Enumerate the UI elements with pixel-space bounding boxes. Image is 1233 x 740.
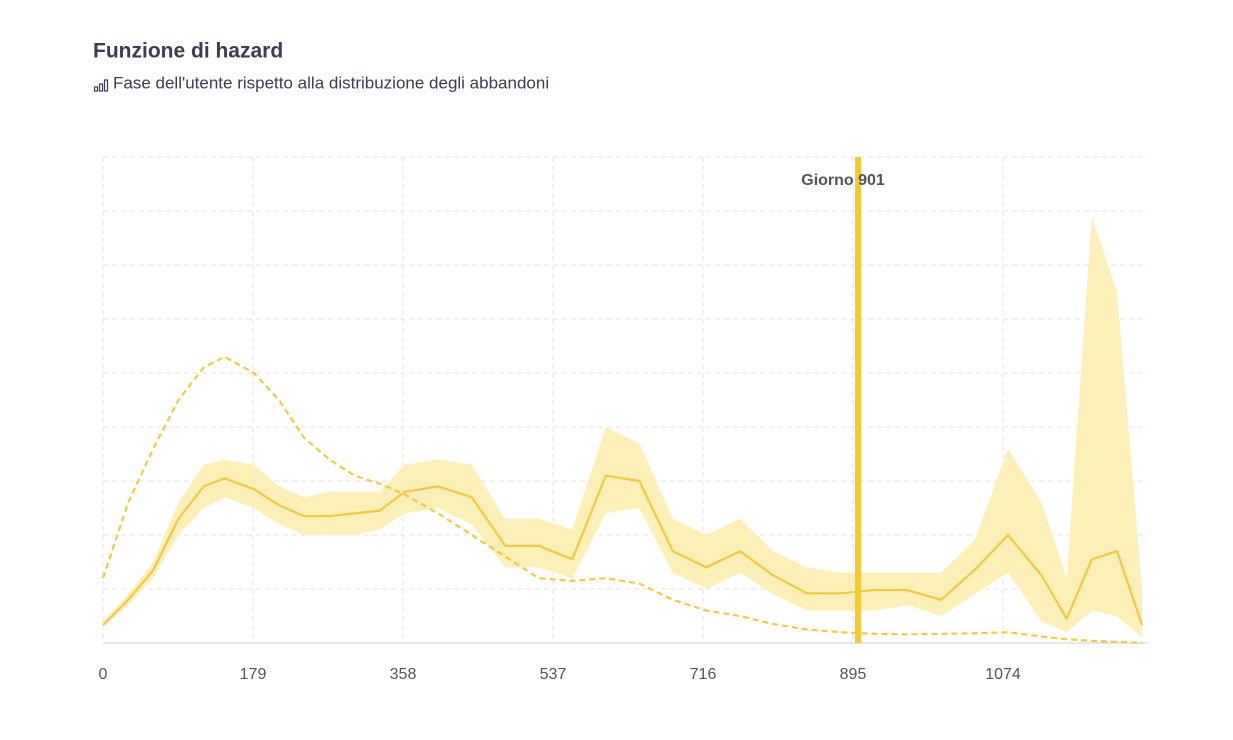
x-tick-label: 537	[540, 666, 567, 683]
x-tick-label: 0	[99, 666, 108, 683]
x-tick-label: 358	[390, 666, 417, 683]
bar-icon	[93, 79, 109, 92]
chart-subtitle: Fase dell'utente rispetto alla distribuz…	[113, 73, 549, 92]
hazard-line	[102, 474, 1144, 626]
confidence-band	[103, 216, 1143, 638]
x-tick-label: 1074	[985, 666, 1021, 683]
chart-title: Funzione di hazard	[93, 40, 283, 63]
x-tick-label: 716	[690, 666, 717, 683]
marker-label: Giorno 901	[801, 172, 885, 189]
x-tick-label: 895	[840, 666, 867, 683]
x-tick-label: 179	[240, 666, 267, 683]
